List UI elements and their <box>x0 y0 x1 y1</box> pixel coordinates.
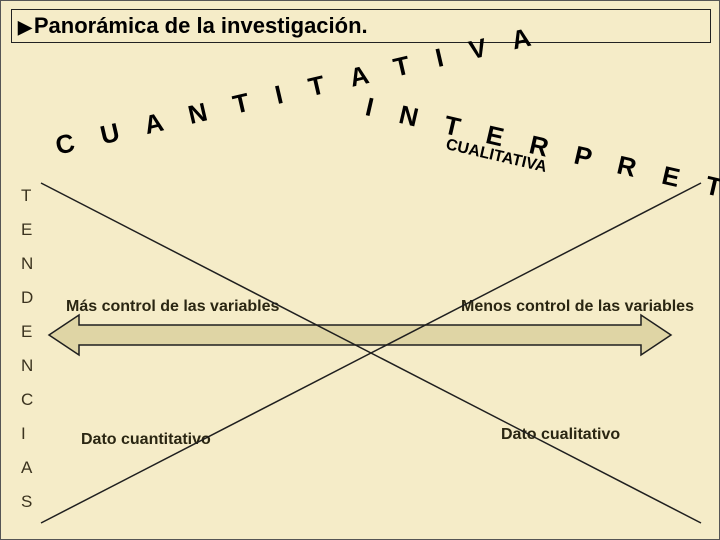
label-more-control: Más control de las variables <box>66 298 279 316</box>
vletter: A <box>21 451 33 485</box>
vertical-tendencias: T E N D E N C I A S <box>21 179 33 519</box>
vletter: T <box>21 179 33 213</box>
label-less-control: Menos control de las variables <box>461 298 694 316</box>
vletter: D <box>21 281 33 315</box>
bullet-icon: ▶ <box>18 17 32 38</box>
vletter: N <box>21 247 33 281</box>
vletter: S <box>21 485 33 519</box>
vletter: C <box>21 383 33 417</box>
vletter: E <box>21 315 33 349</box>
label-dato-cuantitativo: Dato cuantitativo <box>81 431 211 449</box>
title-box: ▶Panorámica de la investigación. <box>11 9 711 43</box>
vletter: E <box>21 213 33 247</box>
slide-root: ▶Panorámica de la investigación. C U A N… <box>0 0 720 540</box>
title-text: ▶Panorámica de la investigación. <box>18 13 368 38</box>
vletter: I <box>21 417 33 451</box>
title-label: Panorámica de la investigación. <box>34 13 368 38</box>
vletter: N <box>21 349 33 383</box>
label-dato-cualitativo: Dato cualitativo <box>501 426 620 444</box>
